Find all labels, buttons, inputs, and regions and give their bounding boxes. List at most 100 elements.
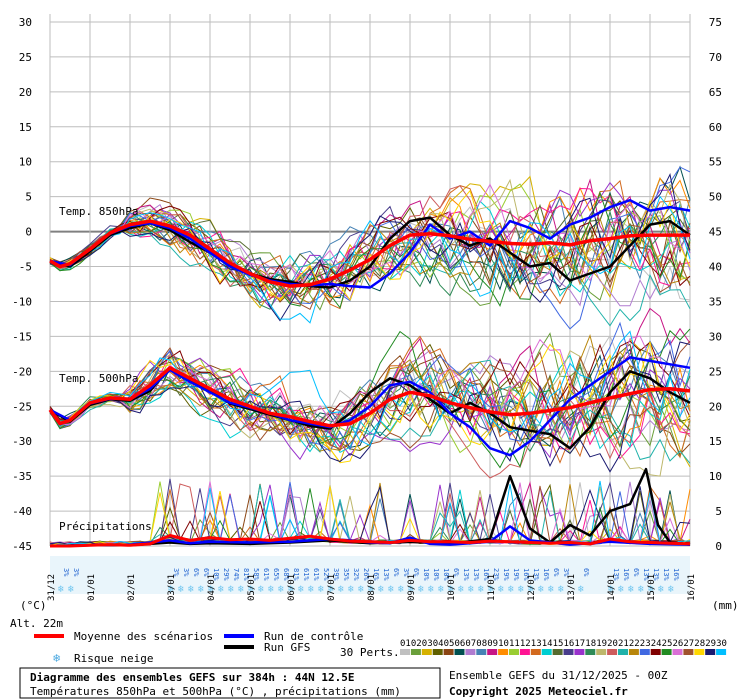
member-t500-line [49,340,691,435]
snow-percent-label: 39% [332,568,340,581]
snow-percent-label: 13% [532,568,540,581]
chart-title: Diagramme des ensembles GEFS sur 384h : … [30,671,355,684]
date-tick-label: 03/01 [167,574,177,601]
perturbation-number: 27 [683,639,694,649]
right-tick-label: 70 [709,51,722,64]
perturbation-swatch [487,649,498,655]
snow-percent-label: 61% [312,568,320,581]
right-tick-label: 25 [709,365,722,378]
main-series [48,198,691,548]
left-tick-label: -25 [12,400,32,413]
member-t500-line [49,330,691,447]
snowflake-icon: ❄ [188,584,195,595]
perturbation-number: 22 [629,639,640,649]
snow-percent-label: 81% [242,568,250,581]
snow-percent-label: 26% [362,568,370,581]
legend-control-label: Run de contrôle [264,630,363,643]
snowflake-icon: ❄ [398,584,405,595]
legend-snow-label: Risque neige [74,652,153,665]
right-tick-label: 30 [709,330,722,343]
snow-percent-label: 13% [642,568,650,581]
footer-title-box [19,667,441,699]
perturbation-swatch [530,649,541,655]
perturbation-number: 17 [574,639,585,649]
snowflake-icon: ❄ [578,584,585,595]
snowflake-icon: ❄ [468,584,475,595]
right-tick-label: 0 [715,540,722,553]
snowflake-icon: ❄ [458,584,465,595]
right-tick-label: 35 [709,295,722,308]
snow-percent-label: 13% [652,568,660,581]
chart-subtitle: Températures 850hPa et 500hPa (°C) , pré… [30,685,401,698]
perturbation-number: 24 [651,639,662,649]
date-tick-label: 05/01 [247,574,257,601]
perturbation-number: 07 [465,639,476,649]
legend-perts-label: 30 Perts. [340,646,400,659]
perturbation-swatch [410,649,421,655]
snow-percent-label: 23% [492,568,500,581]
date-tick-label: 09/01 [407,574,417,601]
snow-percent-label: 6% [632,568,640,577]
member-t500-line [49,341,691,473]
left-tick-label: 15 [19,121,32,134]
perturbation-number: 03 [422,639,433,649]
right-tick-label: 45 [709,226,722,239]
perturbation-swatch [585,649,596,655]
perturbation-swatch [672,649,683,655]
perturbation-number: 06 [455,639,466,649]
snow-percent-label: 13% [612,568,620,581]
perturbation-number: 18 [585,639,596,649]
snow-percent-label: 3% [62,568,70,577]
date-tick-label: 16/01 [687,574,697,601]
snow-percent-label: 61% [262,568,270,581]
snowflake-icon: ❄ [268,584,275,595]
snowflake-icon: ❄ [528,584,535,595]
snowflake-icon: ❄ [258,584,265,595]
snowflake-icon: ❄ [278,584,285,595]
snow-percent-label: 13% [382,568,390,581]
snow-percent-label: 52% [322,568,330,581]
member-t850-line [49,195,691,324]
snowflake-icon: ❄ [488,584,495,595]
right-axis-unit: (mm) [712,599,739,612]
snow-percent-label: 10% [442,568,450,581]
t850-mean-line [49,219,690,288]
left-axis-unit: (°C) [20,599,47,612]
perturbation-number: 25 [662,639,673,649]
snow-percent-label: 3% [182,568,190,577]
left-tick-label: -45 [12,540,32,553]
left-tick-label: 30 [19,16,32,29]
run-info: Ensemble GEFS du 31/12/2025 - 00Z [449,669,668,682]
left-tick-label: 25 [19,51,32,64]
snow-percent-label: 16% [372,568,380,581]
snowflake-icon: ❄ [408,584,415,595]
perturbation-number: 02 [411,639,422,649]
perturbation-number: 15 [553,639,564,649]
snowflake-icon: ❄ [478,584,485,595]
snow-percent-label: 16% [542,568,550,581]
right-tick-label: 5 [715,505,722,518]
snow-percent-label: 10% [422,568,430,581]
snow-percent-label: 19% [502,568,510,581]
left-tick-label: 0 [25,226,32,239]
snowflake-icon: ❄ [338,584,345,595]
perturbation-number: 05 [444,639,455,649]
perturbation-swatch [628,649,639,655]
snowflake-icon: ❄ [318,584,325,595]
precip-mean-line [50,534,691,548]
perturbation-number: 16 [564,639,575,649]
perturbation-number: 20 [607,639,618,649]
legend-mean-label: Moyenne des scénarios [74,630,213,643]
perturbation-swatch [519,649,530,655]
snowflake-icon: ❄ [428,584,435,595]
panel-label-t850: Temp. 850hPa [59,205,138,218]
member-t500-line [49,321,691,452]
snowflake-icon: ❄ [218,584,225,595]
perturbation-swatch [574,649,585,655]
snow-percent-label: 13% [662,568,670,581]
snowflake-icon: ❄ [618,584,625,595]
member-t850-line [49,214,691,310]
left-tick-label: 10 [19,156,32,169]
